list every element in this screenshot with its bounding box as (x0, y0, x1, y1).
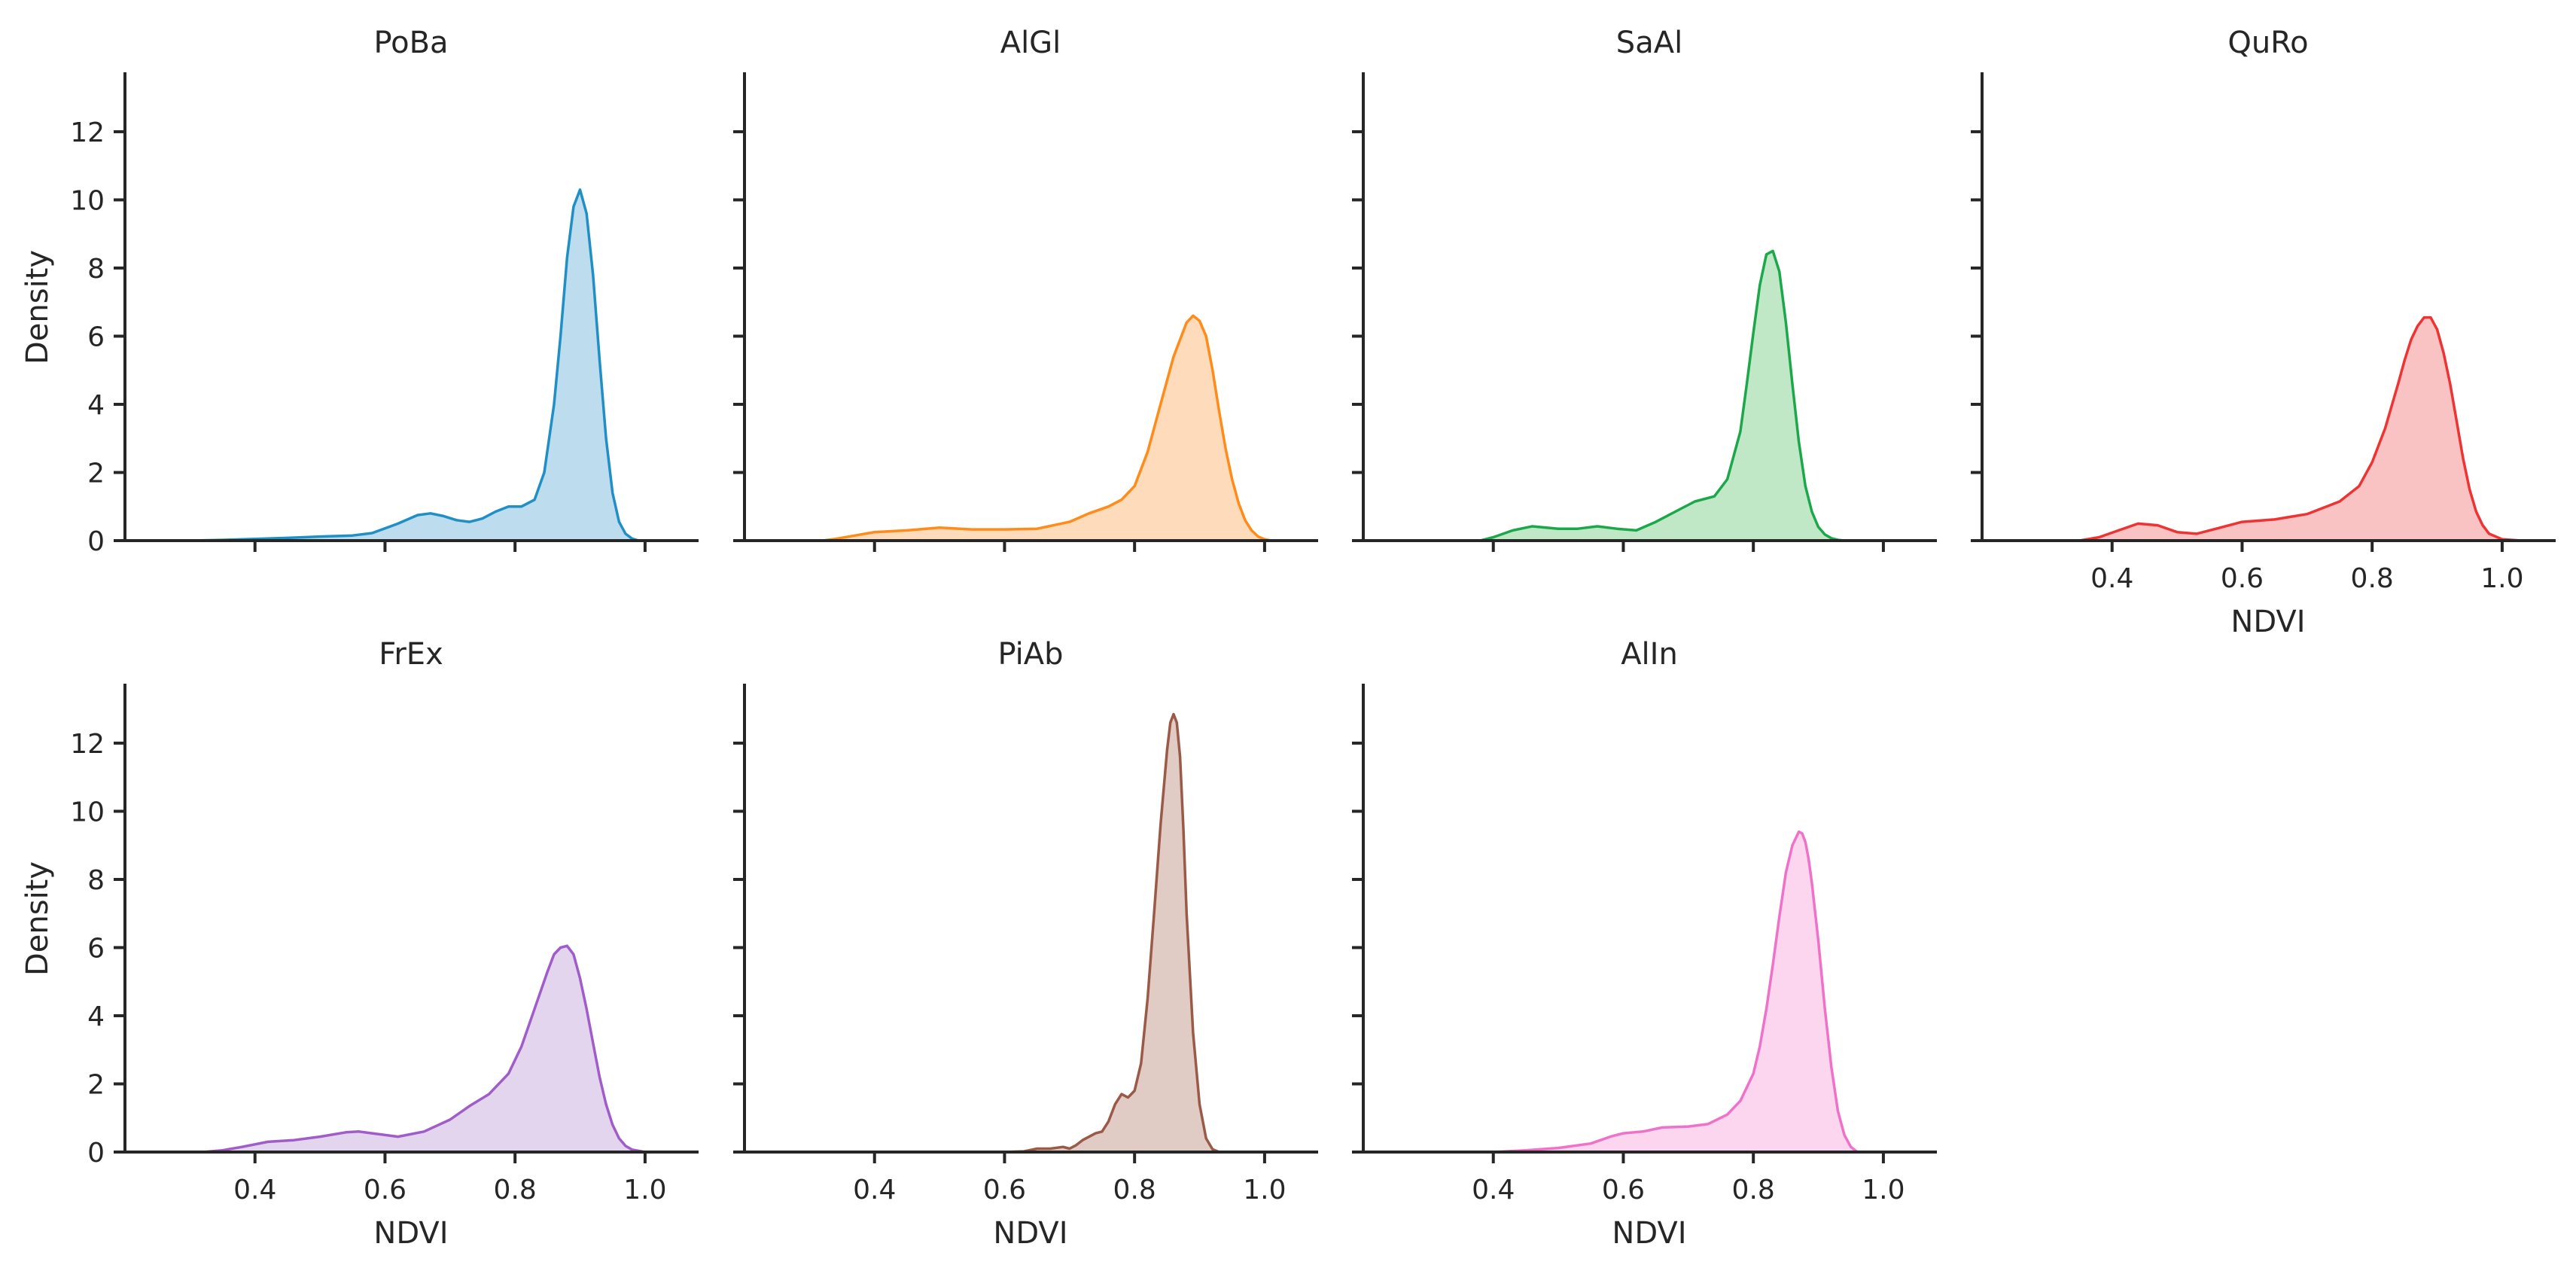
x-tick-label: 1.0 (2480, 563, 2523, 594)
kde-line-quro (2079, 315, 2522, 542)
panel-poba: 0 2 4 6 8 10 12 PoBa Density (20, 26, 699, 557)
x-tick-label: 0.8 (494, 1175, 537, 1205)
y-tick-label: 4 (87, 390, 105, 421)
y-tick-label: 2 (87, 1069, 105, 1100)
kde-area-poba (190, 189, 639, 541)
x-tick-label: 1.0 (1862, 1175, 1905, 1205)
x-axis-label: NDVI (1612, 1216, 1686, 1251)
x-tick-label: 0.8 (1732, 1175, 1775, 1205)
x-tick-label: 0.8 (1113, 1175, 1156, 1205)
kde-line-poba (190, 188, 639, 542)
y-tick-label: 6 (87, 933, 105, 964)
y-tick-label: 8 (87, 254, 105, 285)
x-tick-label: 0.6 (2221, 563, 2264, 594)
kde-line-algl (822, 314, 1271, 542)
panel-saal: SaAl (1352, 26, 1937, 552)
kde-area-algl (822, 315, 1271, 541)
panel-title-saal: SaAl (1616, 26, 1682, 60)
x-tick-label: 0.4 (853, 1175, 896, 1205)
panel-frex: 0 2 4 6 8 10 12 0.4 0.6 0.8 1.0 FrEx NDVI Density (20, 637, 699, 1251)
x-tick-label: 0.6 (364, 1175, 406, 1205)
panel-alin: 0.4 0.6 0.8 1.0 AlIn NDVI (1352, 637, 1937, 1251)
kde-area-piab (1004, 714, 1219, 1152)
y-tick-label: 8 (87, 865, 105, 896)
y-tick-label: 6 (87, 322, 105, 352)
y-tick-label: 2 (87, 458, 105, 489)
x-axis-label: NDVI (2230, 605, 2305, 639)
kde-area-frex (202, 946, 645, 1152)
y-axis-label: Density (20, 861, 55, 976)
x-axis-label: NDVI (993, 1216, 1067, 1251)
y-tick-label: 4 (87, 1001, 105, 1032)
panel-title-frex: FrEx (379, 637, 443, 672)
x-tick-label: 0.4 (233, 1175, 276, 1205)
x-tick-label: 0.4 (2090, 563, 2133, 594)
panel-algl: AlGl (733, 26, 1318, 552)
panel-title-quro: QuRo (2227, 26, 2308, 60)
panel-title-piab: PiAb (997, 637, 1063, 672)
y-axis-label: Density (20, 250, 55, 364)
kde-line-saal (1480, 249, 1845, 542)
x-tick-label: 1.0 (1243, 1175, 1286, 1205)
y-tick-label: 12 (70, 117, 105, 148)
panel-piab: 0.4 0.6 0.8 1.0 PiAb NDVI (733, 637, 1318, 1251)
kde-line-alin (1493, 830, 1859, 1154)
y-tick-label: 12 (70, 729, 105, 760)
y-tick-label: 0 (87, 1138, 105, 1169)
kde-area-alin (1493, 831, 1858, 1152)
panel-title-poba: PoBa (373, 26, 448, 60)
y-tick-label: 10 (70, 185, 105, 216)
y-tick-label: 0 (87, 526, 105, 557)
x-tick-label: 0.4 (1472, 1175, 1515, 1205)
x-tick-label: 0.6 (1602, 1175, 1645, 1205)
kde-area-saal (1480, 251, 1845, 541)
panel-title-alin: AlIn (1621, 637, 1678, 672)
panel-quro: 0.4 0.6 0.8 1.0 QuRo NDVI (1971, 26, 2556, 639)
panel-title-algl: AlGl (1000, 26, 1061, 60)
x-tick-label: 1.0 (623, 1175, 666, 1205)
kde-line-piab (1004, 712, 1220, 1154)
kde-area-quro (2079, 317, 2522, 541)
x-tick-label: 0.8 (2351, 563, 2394, 594)
x-axis-label: NDVI (373, 1216, 448, 1251)
x-tick-label: 0.6 (983, 1175, 1026, 1205)
y-tick-label: 10 (70, 797, 105, 828)
kde-line-frex (202, 944, 646, 1154)
